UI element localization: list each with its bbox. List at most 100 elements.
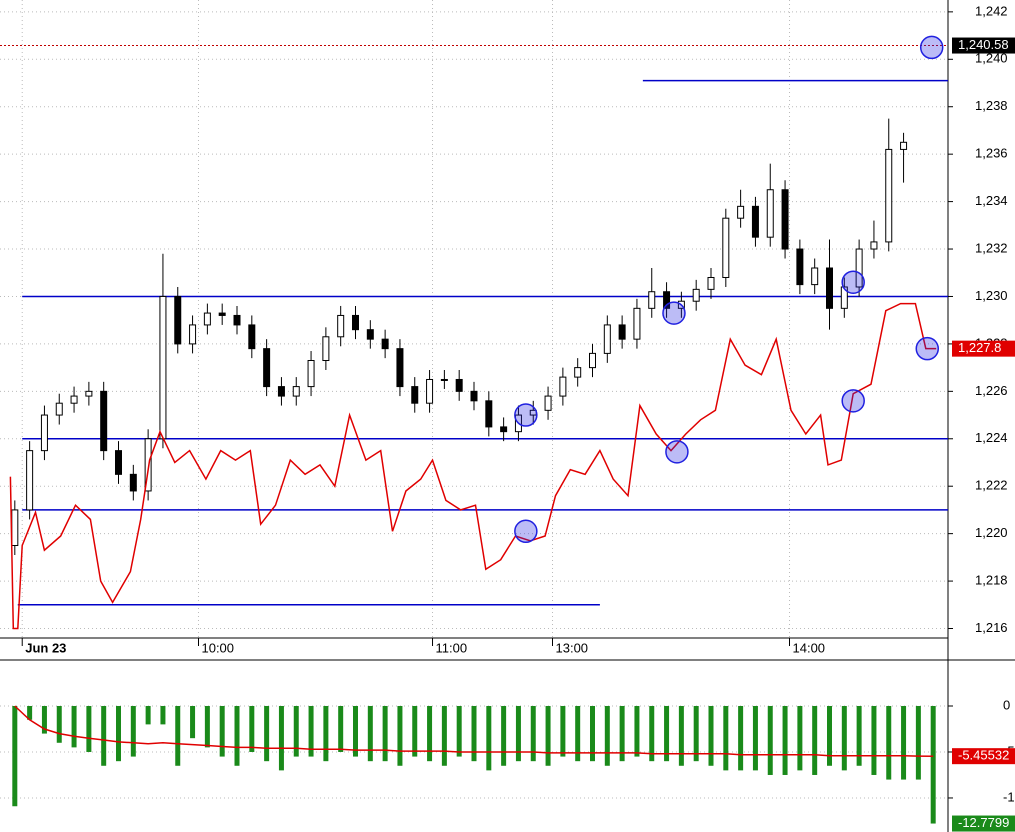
candle-body [337,314,345,338]
histogram-bar [738,705,744,771]
histogram-bar [812,705,818,775]
histogram-bar [130,705,136,757]
histogram-bar [353,705,358,757]
signal-value-tag: -5.45532 [958,748,1009,763]
histogram-bar [767,705,773,775]
histogram-bar [190,705,196,739]
candle-body [366,329,374,340]
histogram-bar [56,705,62,743]
x-tick-label: 10:00 [201,640,234,655]
x-tick-label: 14:00 [793,640,826,655]
signal-marker [919,35,944,60]
histogram-bar [71,705,77,748]
candle-body [707,276,715,290]
histogram-bar [412,705,418,757]
candle-body [70,395,78,404]
histogram-bar [204,705,210,748]
histogram-bar [397,705,403,766]
candle-body [322,336,330,362]
candle-body [40,414,48,452]
histogram-bar [12,705,18,807]
histogram-bar [782,705,788,775]
candle-body [470,390,478,402]
candle-body [100,390,108,452]
histogram-bar [930,705,936,824]
histogram-bar [545,705,551,766]
candle-body [218,312,226,316]
histogram-bar [441,705,447,766]
histogram-bar [901,705,907,780]
histogram-bar [456,705,462,757]
candle-body [26,450,34,511]
candle-body [174,295,182,345]
histogram-bar [486,705,492,771]
candle-body [663,291,671,309]
histogram-bar [293,705,299,757]
histogram-bar [145,705,151,725]
y-tick-label: 1,234 [975,193,1008,208]
indicator-line [9,302,937,630]
candle-body [870,241,878,250]
histogram-bar [382,705,388,762]
candle-body [189,324,197,345]
candle-body [411,386,419,404]
histogram-bar [871,705,877,775]
x-tick-label: Jun 23 [25,640,66,655]
candle-body [900,141,908,150]
candle-body [55,402,63,416]
y-tick-label: 1,226 [975,383,1008,398]
histogram-bar [219,705,225,757]
candle-body [263,348,271,388]
candle-body [559,376,567,397]
histogram-bar [86,705,92,752]
y-tick-label: 1,216 [975,620,1008,635]
y-tick-label: 1,220 [975,525,1008,540]
histogram-bar [634,705,640,757]
histogram-bar [827,705,832,766]
candle-body [144,438,152,492]
candle-body [440,378,448,381]
y-tick-label: 1,238 [975,98,1008,113]
y-tick-label: 1,232 [975,240,1008,255]
signal-marker [662,301,686,325]
y-tick-label: 0 [1003,697,1010,712]
histogram-bar [604,705,610,766]
candle-body [203,312,211,326]
signal-line [14,705,934,757]
candle-body [159,295,167,440]
candle-body [603,324,611,354]
histogram-bar [501,705,507,766]
histogram-bar [649,705,655,762]
signal-marker [514,519,538,544]
candle-body [737,205,745,219]
candle-body [618,324,626,340]
candle-body [751,205,759,238]
histogram-bar [515,705,521,762]
y-tick-label: 1,222 [975,478,1008,493]
candle-body [855,248,863,288]
y-tick-label: 1,218 [975,573,1008,588]
signal-value-tag-box [952,748,1015,765]
candle-body [500,426,508,433]
histogram-bar [560,705,566,757]
candle-body [796,248,804,286]
candle-body [574,367,582,378]
candle-body [811,267,819,286]
candle-body [840,286,848,309]
histogram-bar [886,705,892,780]
histogram-bar [175,705,181,766]
histogram-bar [752,705,758,771]
histogram-bar [471,705,477,762]
histogram-bar [278,705,284,771]
histogram-bar [708,705,714,766]
candle-body [115,450,122,475]
candle-body [826,267,833,309]
candle-body [233,314,241,326]
histogram-bar [693,705,699,762]
histogram-bar [308,705,314,757]
y-tick-label: 1,230 [975,288,1008,303]
histogram-bar [575,705,581,762]
candle-body [633,307,641,340]
candle-body [129,473,137,492]
